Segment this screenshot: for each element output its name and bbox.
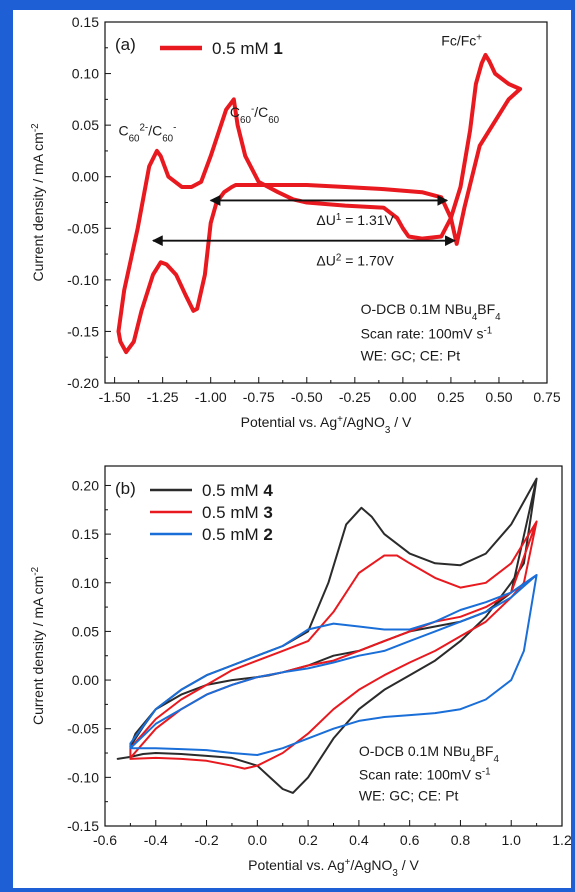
x-tick-label: 0.4 [349, 832, 369, 848]
x-tick-label: 0.50 [485, 389, 512, 405]
x-tick-label: -0.25 [339, 389, 371, 405]
plot-frame [104, 465, 563, 827]
y-tick-label: 0.10 [72, 575, 99, 591]
y-tick-label: -0.20 [67, 375, 99, 391]
annotation-label: C60-/C60 [230, 103, 280, 125]
legend-entry: 0.5 mM 4 [202, 481, 273, 500]
x-tick-label: 0.0 [248, 832, 268, 848]
x-tick-label: -0.75 [243, 389, 275, 405]
y-tick-label: 0.05 [72, 623, 99, 639]
legend-entry: 0.5 mM 1 [212, 39, 283, 58]
annotation-label: O-DCB 0.1M NBu4BF4 [361, 301, 502, 323]
x-tick-label: 0.00 [389, 389, 416, 405]
annotation-label: C602-/C60- [118, 122, 176, 144]
y-tick-label: -0.15 [67, 818, 99, 834]
x-tick-label: -0.2 [194, 832, 218, 848]
x-axis-label: Potential vs. Ag+/AgNO3 / V [248, 857, 419, 879]
annotation-label: WE: GC; CE: Pt [361, 347, 461, 363]
series-line [116, 477, 538, 794]
panel-label: (b) [115, 479, 136, 498]
x-tick-label: -1.25 [147, 389, 179, 405]
x-tick-label: -1.00 [195, 389, 227, 405]
annotation-label: O-DCB 0.1M NBu4BF4 [359, 743, 500, 765]
x-tick-label: 1.0 [501, 832, 521, 848]
y-tick-label: 0.20 [72, 477, 99, 493]
y-tick-label: 0.15 [72, 526, 99, 542]
annotation-label: ΔU2 = 1.70V [316, 252, 394, 269]
y-tick-label: -0.15 [67, 323, 99, 339]
annotation-label: Scan rate: 100mV s-1 [359, 766, 491, 783]
y-tick-label: 0.05 [72, 117, 99, 133]
y-tick-label: 0.15 [72, 14, 99, 30]
annotation-label: ΔU1 = 1.31V [316, 212, 394, 229]
chart-panel-a: -1.50 -1.25 -1.00 -0.75 -0.50 -0.25 0.00 0.25 0.… [30, 14, 561, 436]
legend-entry: 0.5 mM 3 [202, 503, 273, 522]
annotation-label: WE: GC; CE: Pt [359, 788, 459, 804]
y-axis-label: Current density / mA cm-2 [30, 567, 47, 725]
x-tick-label: -0.50 [291, 389, 323, 405]
x-tick-label: 1.2 [552, 832, 572, 848]
y-tick-label: 0.00 [72, 672, 99, 688]
x-tick-label: 0.2 [298, 832, 318, 848]
chart-panel-b: -0.6 -0.4 -0.2 0.0 0.2 0.4 0.6 0.8 1.0 1.2 0.20 0.1… [30, 465, 572, 879]
panel-label: (a) [115, 35, 136, 54]
y-tick-label: -0.10 [67, 769, 99, 785]
x-tick-label: 0.6 [400, 832, 420, 848]
y-tick-label: 0.10 [72, 66, 99, 82]
legend-entry: 0.5 mM 2 [202, 525, 273, 544]
y-axis-label: Current density / mA cm-2 [30, 123, 47, 281]
series-line [129, 520, 538, 770]
x-tick-label: -0.4 [144, 832, 168, 848]
y-tick-label: -0.10 [67, 272, 99, 288]
x-tick-label: 0.75 [533, 389, 560, 405]
y-tick-label: -0.05 [67, 721, 99, 737]
x-tick-label: -1.50 [99, 389, 131, 405]
y-tick-label: -0.05 [67, 220, 99, 236]
x-tick-label: 0.25 [437, 389, 464, 405]
x-axis-label: Potential vs. Ag+/AgNO3 / V [241, 414, 412, 436]
x-tick-label: -0.6 [93, 832, 117, 848]
x-tick-label: 0.8 [451, 832, 471, 848]
annotation-label: Scan rate: 100mV s-1 [361, 325, 493, 342]
annotation-label: Fc/Fc+ [441, 32, 482, 49]
y-tick-label: 0.00 [72, 169, 99, 185]
series-line [129, 574, 538, 756]
